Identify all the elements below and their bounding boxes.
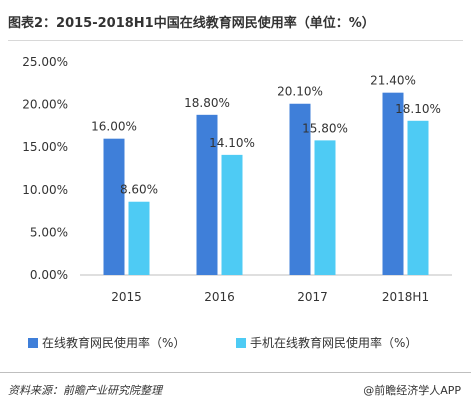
y-tick-label: 20.00%: [22, 98, 68, 112]
source-note: 资料来源：前瞻产业研究院整理: [8, 384, 162, 397]
bar-mobile-online-education: [407, 120, 429, 276]
bar-online-education: [289, 103, 311, 275]
legend-swatch-series1: [28, 337, 38, 348]
footer-divider: [0, 372, 471, 373]
chart-title: 图表2：2015-2018H1中国在线教育网民使用率（单位：%）: [8, 16, 375, 31]
bar-mobile-online-education: [221, 154, 243, 275]
data-label: 8.60%: [120, 183, 158, 197]
y-tick-label: 25.00%: [22, 55, 68, 69]
bar-mobile-online-education: [314, 140, 336, 275]
bar-mobile-online-education: [128, 201, 150, 275]
data-label: 15.80%: [302, 121, 348, 135]
legend-item-series1: 在线教育网民使用率（%）: [28, 334, 185, 351]
legend: 在线教育网民使用率（%） 手机在线教育网民使用率（%）: [0, 334, 471, 352]
bar-online-education: [103, 138, 125, 275]
data-label: 16.00%: [91, 120, 137, 134]
legend-swatch-series2: [236, 337, 246, 348]
data-label: 14.10%: [209, 136, 255, 150]
y-tick-label: 5.00%: [30, 225, 68, 239]
data-label: 18.10%: [395, 102, 441, 116]
bar-chart: 0.00% 5.00% 10.00% 15.00% 20.00% 25.00% 2015 16…: [22, 55, 452, 304]
data-label: 20.10%: [277, 85, 323, 99]
brand-credit: @前瞻经济学人APP: [363, 384, 461, 397]
y-tick-label: 0.00%: [30, 268, 68, 282]
title-divider: [8, 40, 463, 41]
legend-item-series2: 手机在线教育网民使用率（%）: [236, 334, 417, 351]
x-tick-label: 2018H1: [382, 290, 429, 304]
legend-label-series2: 手机在线教育网民使用率（%）: [250, 336, 418, 350]
x-tick-label: 2015: [111, 290, 142, 304]
y-tick-label: 10.00%: [22, 183, 68, 197]
bar-online-education: [196, 114, 218, 275]
x-tick-label: 2016: [204, 290, 235, 304]
x-tick-label: 2017: [297, 290, 328, 304]
data-label: 18.80%: [184, 96, 230, 110]
bar-online-education: [382, 92, 404, 275]
legend-label-series1: 在线教育网民使用率（%）: [42, 336, 186, 350]
y-tick-label: 15.00%: [22, 140, 68, 154]
data-label: 21.40%: [370, 74, 416, 88]
